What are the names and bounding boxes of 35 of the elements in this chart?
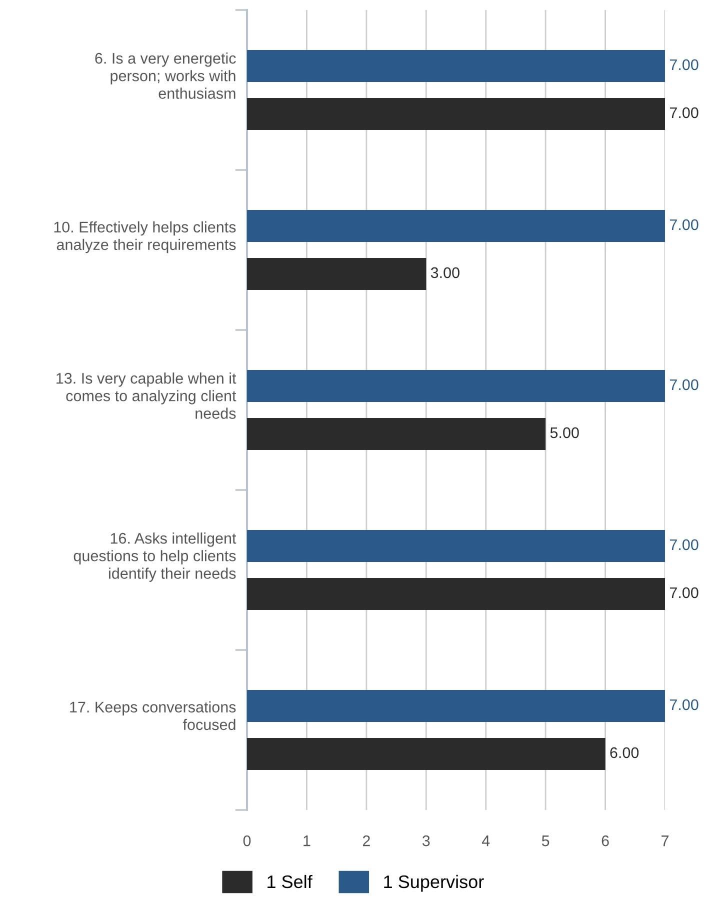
- x-tick-label: 5: [542, 836, 550, 846]
- y-tick-label: 17. Keeps conversations focused: [70, 701, 236, 730]
- legend-label: 1 Self: [268, 874, 312, 888]
- x-tick-label: 4: [482, 836, 490, 846]
- data-label: 7.00: [670, 219, 698, 230]
- bar: [247, 98, 665, 130]
- bar: [247, 578, 665, 610]
- bar: [247, 210, 665, 242]
- data-label: 6.00: [610, 747, 639, 758]
- data-label: 7.00: [670, 539, 698, 550]
- data-label: 7.00: [670, 587, 698, 598]
- bar: [247, 418, 546, 450]
- bar: [247, 370, 665, 402]
- data-label: 7.00: [670, 59, 698, 70]
- y-tick-label: 6. Is a very energetic person; works with enthusiasm: [95, 52, 236, 99]
- data-label: 3.00: [430, 267, 460, 278]
- bar: [247, 690, 665, 722]
- data-label: 7.00: [670, 379, 698, 390]
- x-tick-label: 6: [602, 835, 609, 846]
- legend-label: 1 Supervisor: [384, 874, 484, 892]
- bar: [247, 50, 665, 82]
- x-tick-label: 7: [662, 836, 668, 846]
- x-tick-label: 2: [362, 835, 370, 846]
- bar: [247, 738, 606, 770]
- y-tick-label: 13. Is very capable when it comes to analyzing client needs: [56, 372, 236, 419]
- y-tick-label: 16. Asks intelligent questions to help clients identify their needs: [74, 532, 236, 582]
- data-label: 5.00: [550, 427, 579, 438]
- x-tick-label: 1: [304, 836, 310, 846]
- x-tick-label: 0: [243, 835, 251, 846]
- bar: [247, 530, 665, 562]
- y-tick-label: 10. Effectively helps clients analyze their requirements: [54, 221, 236, 254]
- x-tick-label: 3: [422, 835, 430, 846]
- data-label: 7.00: [670, 107, 698, 118]
- bar: [247, 258, 426, 290]
- data-label: 7.00: [670, 699, 698, 710]
